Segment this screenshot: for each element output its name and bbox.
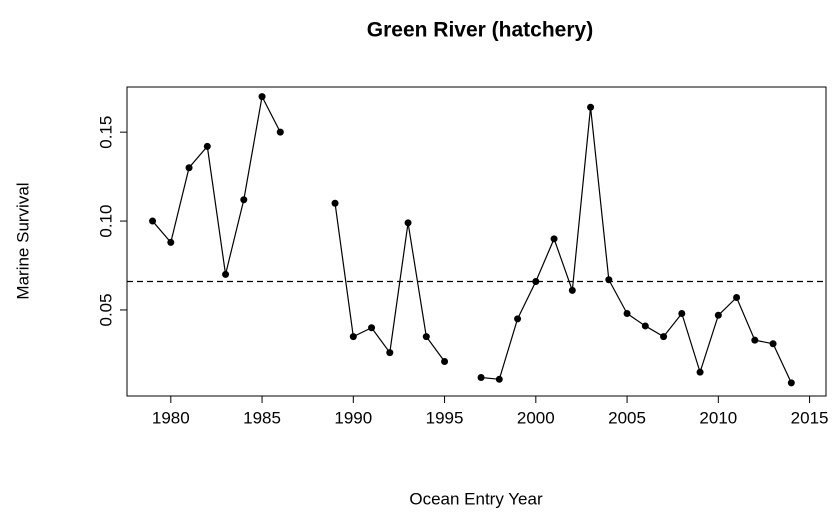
data-point (532, 278, 540, 286)
x-tick-label: 1995 (426, 408, 464, 427)
data-point (258, 93, 266, 101)
data-point (222, 270, 230, 278)
data-point (240, 196, 248, 204)
data-point (769, 340, 777, 348)
data-point (349, 333, 357, 341)
data-point (550, 235, 558, 243)
data-point (185, 164, 193, 172)
x-tick-label: 2010 (699, 408, 737, 427)
x-tick-label: 2005 (608, 408, 646, 427)
data-point (495, 375, 503, 383)
data-point (696, 368, 704, 376)
data-point (149, 217, 157, 225)
x-axis-label: Ocean Entry Year (409, 489, 543, 508)
data-point (441, 358, 449, 366)
x-tick-label: 2015 (791, 408, 829, 427)
data-point (568, 286, 576, 294)
y-axis-label: Marine Survival (13, 182, 32, 299)
data-point (733, 294, 741, 302)
data-point (167, 238, 175, 246)
y-tick-label: 0.15 (96, 116, 115, 149)
y-tick-label: 0.10 (96, 205, 115, 238)
data-point (605, 276, 613, 284)
data-point (514, 315, 522, 323)
data-point (660, 333, 668, 341)
data-point (422, 333, 430, 341)
data-point (203, 142, 211, 150)
data-point (368, 324, 376, 332)
data-point (386, 349, 394, 357)
data-point (276, 128, 284, 136)
data-point (587, 103, 595, 111)
data-point (678, 310, 686, 318)
data-point (714, 311, 722, 319)
series-line (152, 94, 792, 384)
data-point (787, 379, 795, 387)
chart-title: Green River (hatchery) (367, 19, 593, 42)
data-point (751, 336, 759, 344)
data-point (477, 374, 485, 382)
data-point (623, 310, 631, 318)
data-point (404, 219, 412, 227)
x-tick-label: 1985 (243, 408, 281, 427)
data-point (641, 322, 649, 330)
data-point (331, 199, 339, 207)
x-tick-label: 1990 (334, 408, 372, 427)
x-tick-label: 1980 (152, 408, 190, 427)
plot-box (126, 86, 827, 397)
y-tick-label: 0.05 (96, 293, 115, 326)
x-tick-label: 2000 (517, 408, 555, 427)
